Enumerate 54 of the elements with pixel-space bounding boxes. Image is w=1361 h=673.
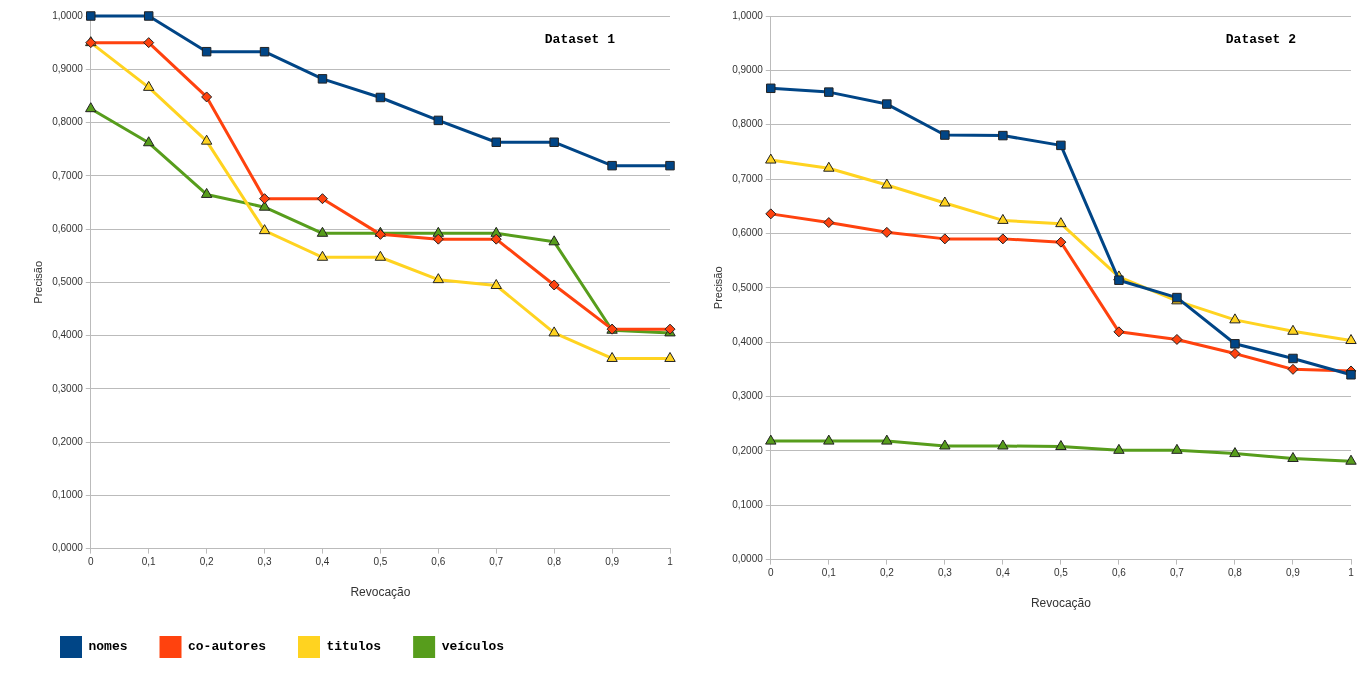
x-tick-label: 0,2	[199, 556, 215, 568]
x-tick-label: 0,8	[1228, 567, 1243, 579]
x-tick-label: 0,5	[1053, 567, 1069, 579]
x-tick-label: 0,3	[937, 567, 953, 579]
x-axis-title: Revocação	[350, 585, 411, 600]
y-tick-label: 0,9000	[732, 64, 764, 76]
x-tick-label: 0	[768, 567, 774, 579]
x-tick-label: 0,7	[489, 556, 504, 568]
annotation: Dataset 1	[544, 32, 616, 48]
x-tick-label: 0,4	[995, 567, 1011, 579]
x-axis-title: Revocação	[1030, 596, 1092, 611]
x-tick-label: 0,9	[605, 556, 620, 568]
x-tick-label: 0,1	[141, 556, 157, 568]
y-tick-label: 0,0000	[52, 542, 84, 554]
x-tick-label: 0,6	[1111, 567, 1127, 579]
annotation: Dataset 2	[1225, 32, 1297, 48]
y-tick-label: 1,0000	[52, 9, 84, 21]
y-tick-label: 0,7000	[52, 169, 84, 181]
legend-label: titulos	[326, 639, 382, 655]
y-tick-label: 0,5000	[52, 276, 84, 288]
y-tick-label: 1,0000	[732, 9, 764, 21]
x-tick-label: 0	[88, 556, 94, 568]
y-tick-label: 0,6000	[732, 227, 764, 239]
x-tick-label: 0,8	[547, 556, 562, 568]
x-tick-label: 0,6	[431, 556, 446, 568]
legend-label: co-autores	[188, 639, 267, 655]
y-tick-label: 0,2000	[52, 435, 84, 447]
y-tick-label: 0,7000	[732, 172, 764, 184]
y-tick-label: 0,3000	[732, 390, 764, 402]
y-tick-label: 0,3000	[52, 382, 84, 394]
y-tick-label: 0,4000	[52, 329, 84, 341]
x-tick-label: 1	[667, 556, 674, 568]
y-tick-label: 0,4000	[732, 335, 764, 347]
y-tick-label: 0,1000	[52, 489, 84, 501]
legend-label: nomes	[88, 639, 128, 655]
y-tick-label: 0,8000	[52, 116, 84, 128]
y-tick-label: 0,2000	[732, 444, 764, 456]
y-tick-label: 0,5000	[732, 281, 764, 293]
x-tick-label: 0,2	[879, 567, 895, 579]
x-tick-label: 0,5	[373, 556, 388, 568]
x-tick-label: 0,1	[821, 567, 837, 579]
legend-label: veículos	[441, 639, 505, 655]
y-tick-label: 0,0000	[732, 553, 764, 565]
x-tick-label: 0,4	[315, 556, 330, 568]
x-tick-label: 0,7	[1169, 567, 1185, 579]
y-tick-label: 0,9000	[52, 63, 84, 75]
y-tick-label: 0,8000	[732, 118, 764, 130]
y-axis-title: Precisão	[711, 266, 724, 310]
y-tick-label: 0,6000	[52, 222, 84, 234]
x-tick-label: 1	[1348, 567, 1355, 579]
y-tick-label: 0,1000	[732, 498, 764, 510]
y-axis-title: Precisão	[31, 260, 44, 304]
x-tick-label: 0,3	[257, 556, 272, 568]
x-tick-label: 0,9	[1286, 567, 1301, 579]
